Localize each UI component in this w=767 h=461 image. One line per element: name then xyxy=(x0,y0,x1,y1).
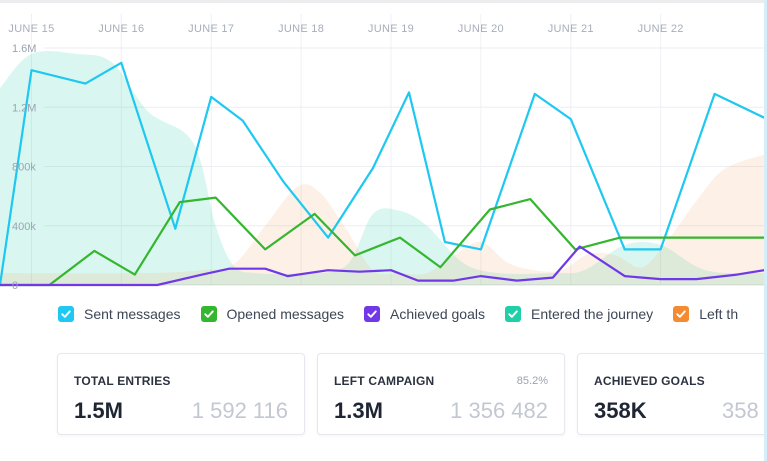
line-series-sent-messages xyxy=(0,61,764,287)
legend-label: Left th xyxy=(699,306,739,322)
x-tick-label: JUNE 19 xyxy=(368,23,414,35)
legend-item[interactable]: Left th xyxy=(673,306,738,322)
legend-checkbox-icon[interactable] xyxy=(504,306,521,322)
total-entries-value: 1.5M xyxy=(74,398,123,423)
line-series-opened-messages xyxy=(0,196,764,287)
achieved-goals-value: 358K xyxy=(594,398,647,423)
y-tick-label: 1.6M xyxy=(12,43,36,55)
legend-item[interactable]: Entered the journey xyxy=(504,306,654,322)
legend-item[interactable]: Sent messages xyxy=(58,306,181,322)
total-entries-card: TOTAL ENTRIES 1.5M 1 592 116 xyxy=(57,353,305,435)
x-tick-label: JUNE 21 xyxy=(548,23,594,35)
x-tick-label: JUNE 18 xyxy=(278,23,324,35)
y-tick-label: 1.2M xyxy=(12,102,36,114)
left-campaign-title: LEFT CAMPAIGN xyxy=(334,374,435,388)
legend-checkbox-icon[interactable] xyxy=(58,306,74,322)
legend-label: Opened messages xyxy=(226,306,345,322)
x-tick-label: JUNE 22 xyxy=(638,23,684,35)
total-entries-exact: 1 592 116 xyxy=(191,398,288,423)
total-entries-title: TOTAL ENTRIES xyxy=(74,374,171,388)
legend-checkbox-icon[interactable] xyxy=(200,306,217,322)
x-tick-label: JUNE 15 xyxy=(8,23,54,35)
y-tick-label: 800k xyxy=(12,162,36,174)
legend-label: Sent messages xyxy=(84,306,181,322)
x-tick-label: JUNE 17 xyxy=(188,23,234,35)
legend-label: Achieved goals xyxy=(390,306,485,322)
achieved-goals-card: ACHIEVED GOALS 358K 358 xyxy=(577,353,767,435)
achieved-goals-exact: 358 xyxy=(722,398,759,423)
achieved-goals-title: ACHIEVED GOALS xyxy=(594,374,705,388)
left-campaign-percent: 85.2% xyxy=(516,375,548,387)
legend-checkbox-icon[interactable] xyxy=(364,306,381,322)
right-scroll-edge xyxy=(764,0,767,461)
left-campaign-card: LEFT CAMPAIGN 85.2% 1.3M 1 356 482 xyxy=(317,353,565,435)
x-tick-label: JUNE 20 xyxy=(458,23,504,35)
area-series-left-the-campaign xyxy=(0,154,764,285)
legend-item[interactable]: Achieved goals xyxy=(364,306,485,322)
left-campaign-value: 1.3M xyxy=(334,398,383,423)
line-series-achieved-goals xyxy=(0,245,764,287)
area-series-entered-the-journey xyxy=(0,50,764,285)
legend-item[interactable]: Opened messages xyxy=(200,306,345,322)
left-campaign-exact: 1 356 482 xyxy=(450,398,548,423)
legend-checkbox-icon[interactable] xyxy=(673,306,690,322)
y-tick-label: 400k xyxy=(12,221,36,233)
y-tick-label: 0 xyxy=(12,280,18,292)
chart-legend: Sent messages Opened messages Achieved goa… xyxy=(58,303,758,325)
x-tick-label: JUNE 16 xyxy=(98,23,144,35)
legend-label: Entered the journey xyxy=(530,306,654,322)
top-divider xyxy=(0,0,767,3)
campaign-line-chart: JUNE 15 JUNE 16 JUNE 17 JUNE 18 JUNE 19 JUNE … xyxy=(0,14,764,292)
